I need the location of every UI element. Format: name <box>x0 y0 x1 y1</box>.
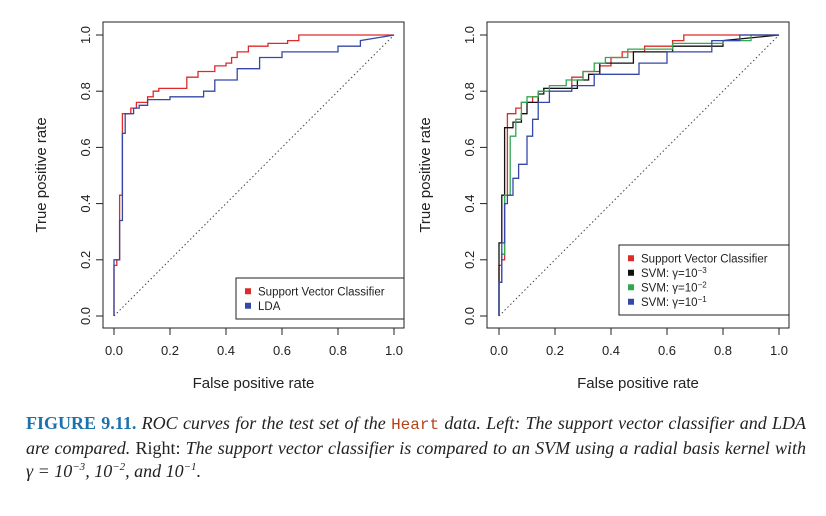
caption-exp-1: −3 <box>72 461 86 473</box>
legend-label-exponent: −2 <box>698 280 708 289</box>
figure-label: FIGURE 9.11. <box>26 413 137 433</box>
caption-text-8: . <box>196 461 202 481</box>
figure-caption: FIGURE 9.11. ROC curves for the test set… <box>26 412 806 483</box>
x-tick-label: 0.0 <box>490 343 508 358</box>
caption-text-4: Right: <box>135 438 181 458</box>
x-tick-label: 0.2 <box>161 343 179 358</box>
x-tick-label: 0.6 <box>658 343 676 358</box>
x-axis-label: False positive rate <box>193 375 315 392</box>
diagonal-reference-line <box>113 34 395 317</box>
legend-swatch <box>245 302 251 309</box>
x-tick-label: 0.8 <box>329 343 347 358</box>
caption-text-1: ROC curves for the test set of the <box>141 413 386 433</box>
legend-label-base: SVM: γ=10 <box>641 297 698 309</box>
x-tick-label: 0.6 <box>273 343 291 358</box>
y-tick-label: 0.0 <box>462 307 477 325</box>
plot-frame <box>486 21 790 329</box>
x-tick-label: 0.4 <box>602 343 620 358</box>
legend-label: SVM: γ=10−1 <box>641 295 707 309</box>
plot-frame <box>102 21 405 329</box>
y-tick-label: 0.2 <box>462 251 477 269</box>
legend-box <box>235 277 405 320</box>
y-tick-label: 0.8 <box>78 82 93 100</box>
legend-swatch <box>245 288 251 295</box>
legend-swatch <box>628 284 634 291</box>
roc-curve-svm-10 <box>498 34 779 316</box>
x-tick-label: 0.0 <box>105 343 123 358</box>
legend-label: Support Vector Classifier <box>258 286 385 298</box>
y-tick-label: 0.4 <box>78 195 93 213</box>
x-tick-label: 0.8 <box>714 343 732 358</box>
x-axis-label: False positive rate <box>577 375 699 392</box>
legend-swatch <box>628 269 634 276</box>
caption-text-5: The support vector classifier is compare… <box>26 438 807 481</box>
caption-text-3: The support vector classifier and LDA ar… <box>26 413 807 458</box>
x-tick-label: 0.2 <box>546 343 564 358</box>
caption-exp-2: −2 <box>112 461 126 473</box>
y-tick-label: 0.4 <box>462 195 477 213</box>
legend-label-exponent: −3 <box>698 266 708 275</box>
y-tick-label: 1.0 <box>462 26 477 44</box>
caption-exp-3: −1 <box>183 461 197 473</box>
y-axis-label: True positive rate <box>33 117 50 232</box>
y-tick-label: 0.8 <box>462 82 477 100</box>
caption-code-heart: Heart <box>391 416 440 434</box>
legend-label-exponent: −1 <box>698 295 708 304</box>
y-tick-label: 0.6 <box>78 138 93 156</box>
x-tick-label: 1.0 <box>385 343 403 358</box>
roc-panel-right: 0.0 0.2 0.4 0.6 0.8 1.0 0.0 0.2 0.4 0.6 0.8 1.0 Fals… <box>417 21 790 392</box>
y-tick-label: 0.2 <box>78 251 93 269</box>
y-tick-label: 0.6 <box>462 138 477 156</box>
legend-label: SVM: γ=10−3 <box>641 266 707 280</box>
roc-panel-left: 0.0 0.2 0.4 0.6 0.8 1.0 0.0 0.2 0.4 0.6 0.8 1.0 Fals… <box>33 21 405 392</box>
legend-label-base: SVM: γ=10 <box>641 268 698 280</box>
caption-text-6: , 10 <box>85 461 113 481</box>
y-axis-label: True positive rate <box>417 117 434 232</box>
y-tick-label: 1.0 <box>78 26 93 44</box>
legend-label: SVM: γ=10−2 <box>641 280 707 294</box>
caption-text-7: , and 10 <box>125 461 184 481</box>
legend-label-base: SVM: γ=10 <box>641 282 698 294</box>
legend-swatch <box>628 298 634 305</box>
legend-box <box>618 244 790 316</box>
legend-label: LDA <box>258 301 281 313</box>
x-tick-label: 1.0 <box>770 343 788 358</box>
x-tick-label: 0.4 <box>217 343 235 358</box>
legend-swatch <box>628 255 634 262</box>
legend-label: Support Vector Classifier <box>641 253 768 265</box>
roc-curve-support-vector-classifier <box>113 34 394 316</box>
y-tick-label: 0.0 <box>78 307 93 325</box>
roc-curve-lda <box>113 34 395 316</box>
caption-text-2: data. Left: <box>444 413 521 433</box>
